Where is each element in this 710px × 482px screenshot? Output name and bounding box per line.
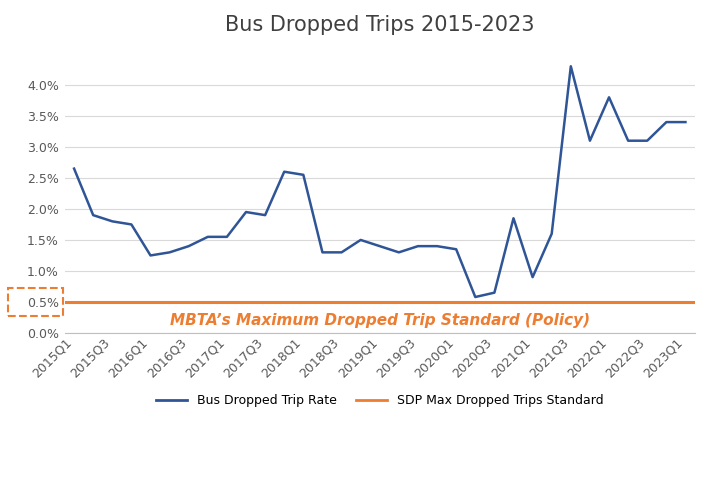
- Title: Bus Dropped Trips 2015-2023: Bus Dropped Trips 2015-2023: [225, 15, 535, 35]
- Legend: Bus Dropped Trip Rate, SDP Max Dropped Trips Standard: Bus Dropped Trip Rate, SDP Max Dropped T…: [151, 389, 608, 412]
- Text: MBTA’s Maximum Dropped Trip Standard (Policy): MBTA’s Maximum Dropped Trip Standard (Po…: [170, 313, 590, 328]
